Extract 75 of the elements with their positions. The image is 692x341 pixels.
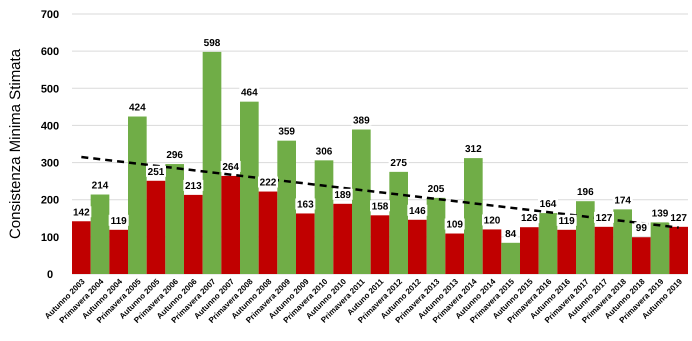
bar — [146, 180, 166, 274]
bar — [314, 160, 334, 274]
bar — [370, 215, 390, 274]
bar — [202, 52, 222, 274]
bar — [650, 222, 670, 274]
data-label: 142 — [72, 207, 90, 218]
data-label: 213 — [184, 180, 202, 192]
data-label: 127 — [670, 212, 688, 224]
bar — [90, 194, 110, 274]
bar — [128, 116, 147, 274]
data-label: 146 — [408, 206, 426, 217]
bar — [277, 140, 296, 274]
data-label: 99 — [636, 223, 648, 234]
bar — [72, 221, 91, 274]
bar — [613, 209, 632, 274]
bar — [576, 201, 595, 274]
data-label: 119 — [558, 216, 576, 227]
y-tick-label: 400 — [40, 120, 60, 132]
bar — [352, 130, 371, 274]
bar — [109, 230, 128, 274]
bar — [165, 164, 184, 274]
bar — [184, 194, 203, 274]
bar — [632, 237, 651, 274]
data-label: 306 — [316, 146, 333, 158]
data-label: 275 — [390, 158, 408, 169]
bar — [240, 102, 259, 274]
y-tick-label: 500 — [40, 83, 60, 96]
data-label: 189 — [334, 190, 352, 201]
y-tick-label: 0 — [46, 269, 54, 281]
data-label: 296 — [166, 150, 184, 162]
data-label: 312 — [464, 144, 482, 156]
bar — [445, 234, 464, 274]
bar — [594, 226, 614, 274]
data-label: 214 — [92, 180, 109, 192]
data-label: 389 — [352, 116, 370, 127]
y-tick-label: 300 — [40, 158, 60, 170]
data-label: 163 — [296, 199, 314, 210]
data-label: 264 — [222, 162, 240, 173]
bar — [389, 172, 408, 274]
data-label: 109 — [446, 220, 464, 231]
data-label: 196 — [576, 187, 594, 198]
bar — [501, 242, 520, 274]
y-axis-title: Consistenza Minima Stimata — [7, 48, 24, 240]
data-label: 164 — [540, 199, 557, 210]
bar — [557, 230, 576, 274]
data-label: 127 — [596, 212, 613, 224]
data-label: 424 — [128, 102, 146, 114]
data-label: 119 — [110, 216, 128, 227]
bar — [426, 198, 446, 274]
data-label: 598 — [204, 38, 221, 49]
y-tick-label: 700 — [40, 9, 60, 21]
bar — [221, 176, 240, 274]
bar — [520, 227, 539, 274]
y-tick-label: 600 — [40, 46, 60, 58]
data-label: 174 — [614, 195, 632, 206]
data-label: 139 — [652, 208, 669, 220]
data-label: 205 — [428, 184, 445, 195]
data-label: 359 — [278, 126, 296, 138]
bar — [464, 158, 483, 274]
bar — [538, 213, 558, 274]
bar — [408, 220, 427, 274]
bar — [258, 192, 278, 274]
data-label: 464 — [240, 88, 258, 99]
data-label: 126 — [520, 213, 538, 224]
data-label: 84 — [505, 228, 517, 240]
data-label: 222 — [260, 178, 277, 189]
data-label: 158 — [372, 201, 389, 212]
data-label: 251 — [148, 166, 165, 178]
bar — [669, 226, 688, 274]
bar — [296, 213, 315, 274]
y-tick-label: 100 — [40, 232, 60, 244]
bar — [333, 204, 352, 274]
bar — [482, 229, 502, 274]
y-tick-label: 200 — [40, 194, 60, 207]
data-label: 120 — [484, 215, 501, 226]
